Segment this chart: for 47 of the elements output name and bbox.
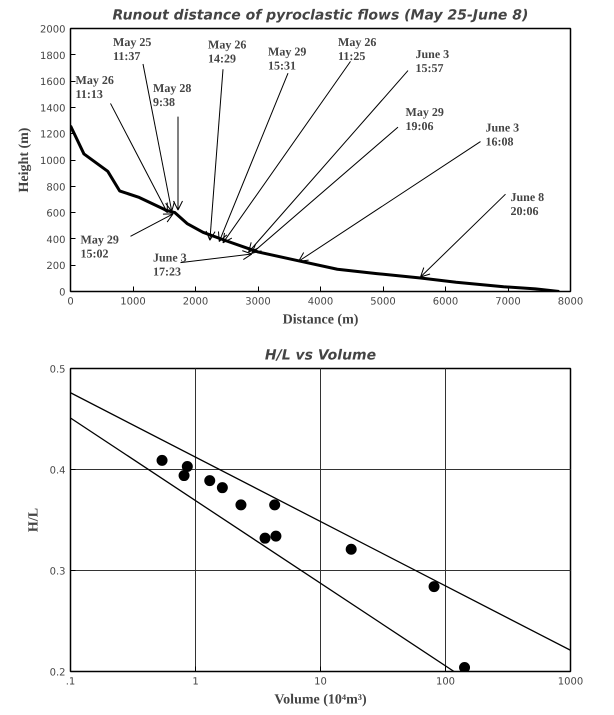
y-tick-label: 0.4 bbox=[50, 466, 66, 476]
annotation: May 26 11:25 bbox=[338, 35, 376, 64]
x-tick-label: 1000 bbox=[120, 296, 146, 308]
x-tick-label: 10 bbox=[314, 676, 327, 688]
annotation: June 3 17:23 bbox=[153, 250, 187, 279]
y-tick-label: 2000 bbox=[40, 24, 66, 36]
x-tick-label: 1000 bbox=[558, 676, 584, 688]
y-tick-label: 0.5 bbox=[50, 364, 66, 376]
x-tick-label: 100 bbox=[436, 676, 456, 688]
chart-title: Runout distance of pyroclastic flows (May 25-June 8) bbox=[112, 8, 528, 24]
y-tick-label: 1600 bbox=[40, 77, 66, 88]
x-tick-label: 1 bbox=[192, 676, 199, 688]
y-axis-title: Height (m) bbox=[17, 127, 32, 192]
x-tick-label: 2000 bbox=[182, 296, 208, 308]
annotation: May 29 15:02 bbox=[80, 232, 119, 260]
x-tick-label: 6000 bbox=[432, 296, 458, 308]
y-tick-label: 1400 bbox=[40, 103, 66, 114]
annotation: May 26 14:29 bbox=[208, 38, 246, 66]
y-axis-title: H/L bbox=[26, 508, 42, 532]
y-tick-label: 0.2 bbox=[50, 668, 66, 678]
x-tick-label: .1 bbox=[66, 676, 76, 688]
x-tick-label: 7000 bbox=[495, 296, 521, 308]
annotation: May 28 9:38 bbox=[153, 81, 192, 110]
annotation: May 29 19:06 bbox=[406, 104, 444, 133]
x-tick-label: 0 bbox=[67, 296, 74, 308]
y-tick-label: 600 bbox=[46, 208, 66, 220]
annotation: May 29 15:31 bbox=[268, 44, 306, 72]
y-tick-label: 0.3 bbox=[50, 566, 66, 578]
x-tick-label: 8000 bbox=[558, 296, 584, 308]
y-tick-label: 400 bbox=[46, 234, 66, 246]
x-axis-title: Distance (m) bbox=[282, 312, 359, 328]
x-tick-label: 3000 bbox=[245, 296, 271, 308]
y-tick-label: 1200 bbox=[40, 130, 66, 141]
y-tick-label: 800 bbox=[46, 182, 66, 194]
y-tick-label: 0 bbox=[59, 288, 66, 298]
annotation: June 8 20:06 bbox=[510, 190, 544, 218]
chart-title: H/L vs Volume bbox=[264, 348, 376, 364]
annotation: June 3 15:57 bbox=[416, 46, 450, 75]
annotation: June 3 16:08 bbox=[486, 120, 520, 149]
annotation: May 25 11:37 bbox=[113, 35, 152, 64]
x-tick-label: 4000 bbox=[308, 296, 334, 308]
y-tick-label: 1000 bbox=[40, 156, 66, 167]
x-tick-label: 5000 bbox=[370, 296, 396, 308]
x-axis-title: Volume (10⁴m³) bbox=[274, 692, 367, 708]
y-tick-label: 200 bbox=[46, 261, 66, 272]
annotation: May 26 11:13 bbox=[76, 73, 114, 102]
y-tick-label: 1800 bbox=[40, 50, 66, 62]
